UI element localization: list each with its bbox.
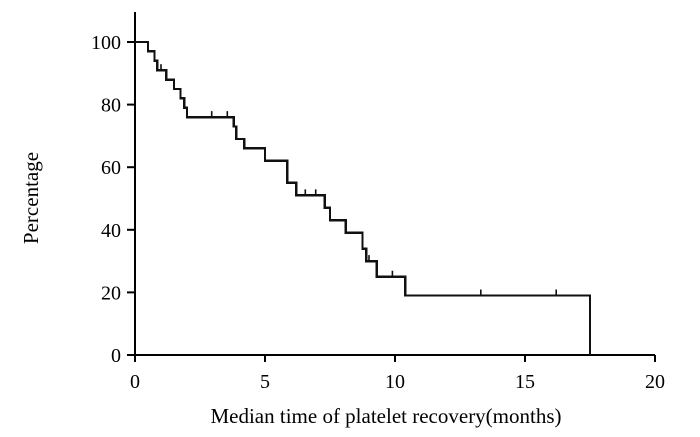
axes [134, 12, 655, 356]
y-tick-label: 100 [91, 32, 121, 54]
y-tick-label: 20 [101, 282, 121, 304]
series [135, 40, 592, 355]
ticks: 0 5 10 15 20 0 20 40 60 80 100 [91, 32, 665, 393]
x-tick-label: 10 [385, 371, 405, 393]
x-axis-title: Median time of platelet recovery(months) [210, 404, 561, 428]
km-step-line [135, 40, 592, 355]
y-tick-label: 80 [101, 95, 121, 117]
x-tick-label: 20 [645, 371, 665, 393]
y-tick-label: 0 [111, 345, 121, 367]
y-axis-title: Percentage [19, 152, 43, 244]
y-tick-label: 40 [101, 220, 121, 242]
x-tick-label: 15 [515, 371, 535, 393]
x-tick-label: 5 [260, 371, 270, 393]
y-tick-label: 60 [101, 157, 121, 179]
x-tick-label: 0 [130, 371, 140, 393]
